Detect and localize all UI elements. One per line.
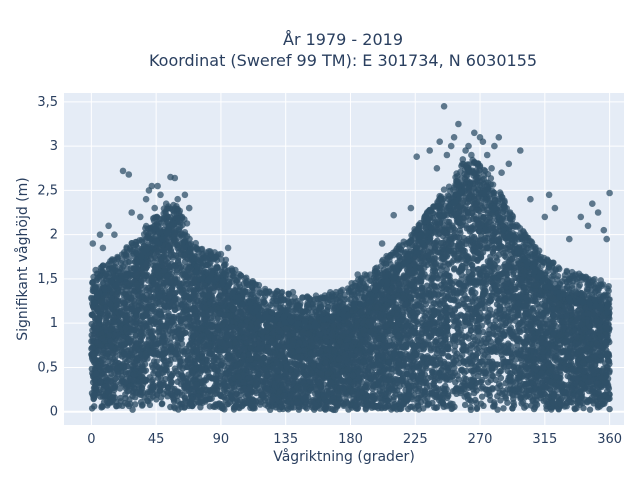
scatter-point bbox=[586, 406, 594, 413]
scatter-point bbox=[88, 405, 96, 412]
scatter-point bbox=[132, 401, 139, 408]
scatter-point bbox=[497, 397, 504, 404]
scatter-point bbox=[508, 354, 516, 361]
scatter-point bbox=[461, 401, 469, 409]
scatter-point bbox=[484, 379, 492, 386]
scatter-point bbox=[500, 405, 507, 412]
scatter-point bbox=[119, 402, 126, 409]
scatter-point bbox=[159, 400, 166, 407]
scatter-point bbox=[571, 405, 579, 413]
scatter-point bbox=[491, 403, 498, 410]
scatter-point bbox=[444, 352, 452, 360]
scatter-point bbox=[504, 399, 511, 406]
scatter-point bbox=[431, 404, 438, 411]
scatter-points bbox=[88, 103, 613, 414]
scatter-point bbox=[606, 405, 613, 413]
